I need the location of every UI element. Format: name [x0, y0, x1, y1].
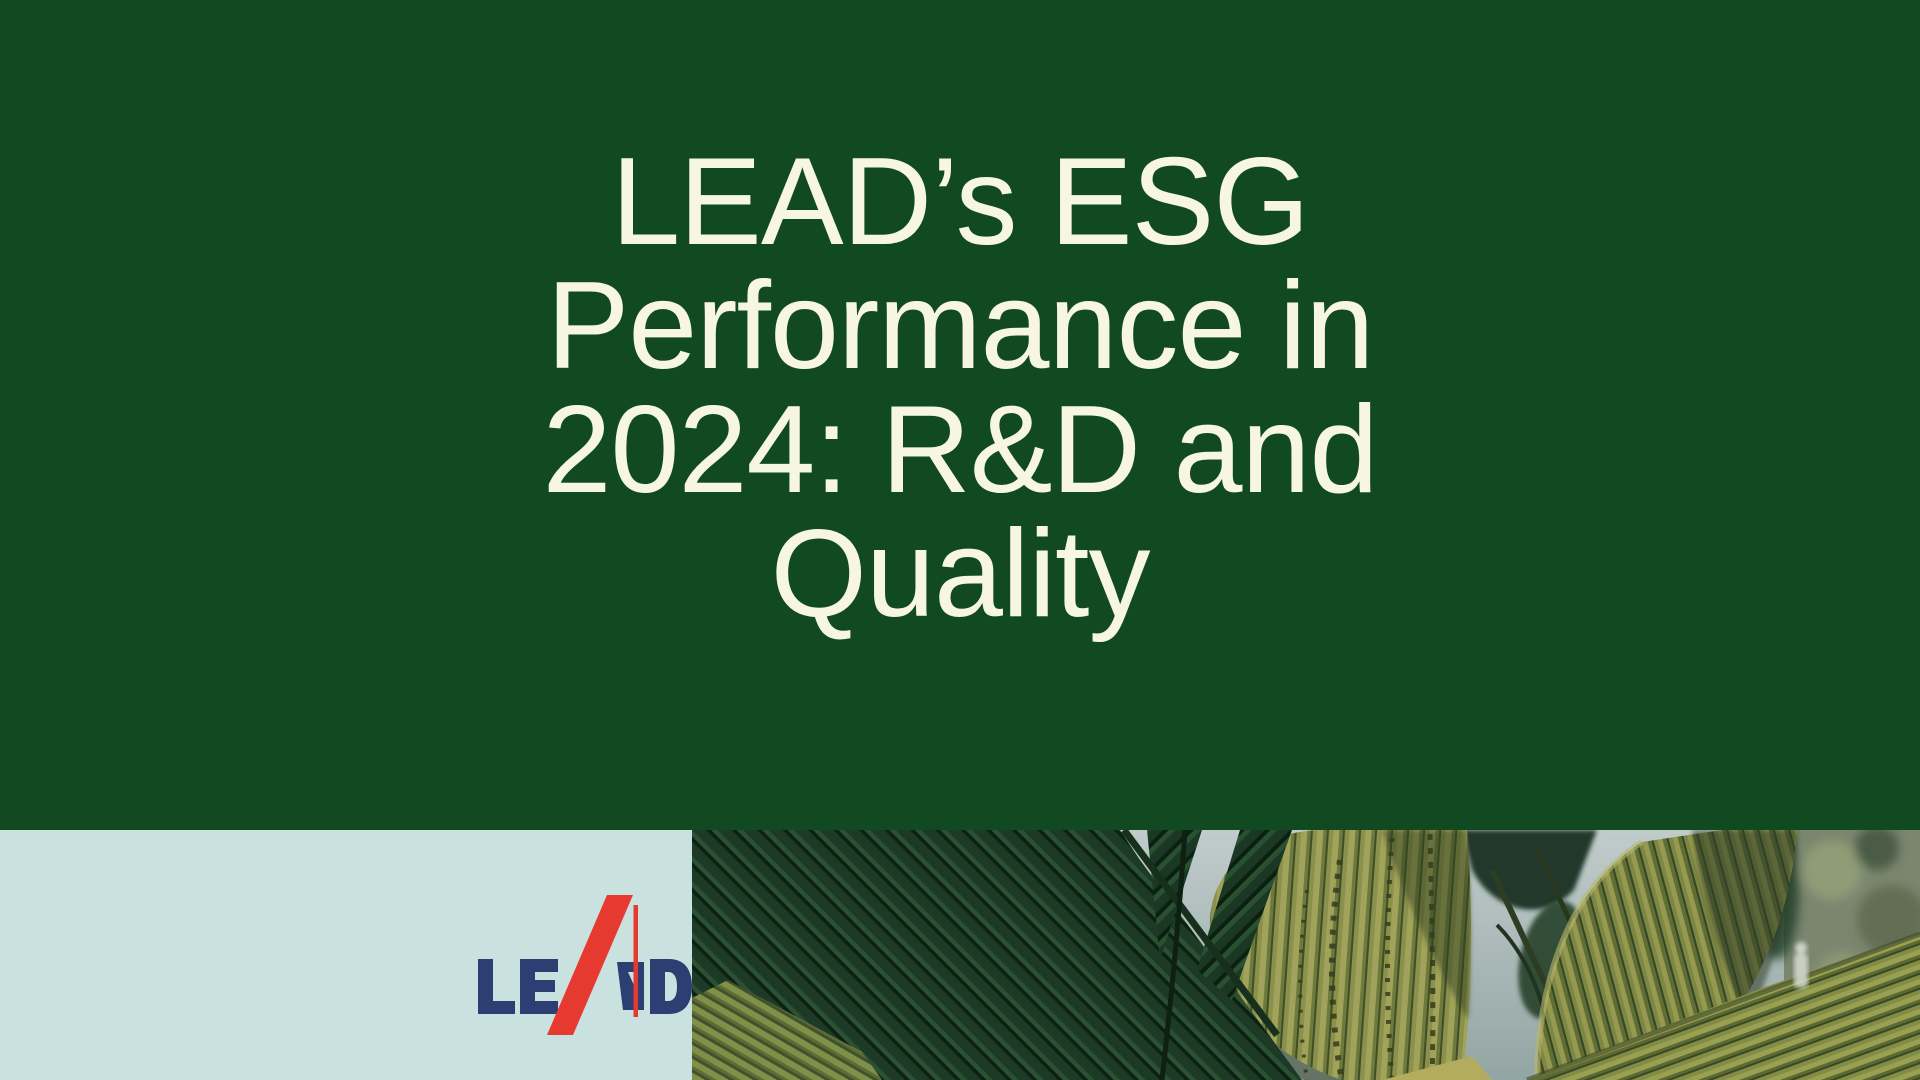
- logo-letter-l: [478, 959, 515, 1014]
- logo-letter-d: [650, 959, 692, 1014]
- photo-bottom-left-fan: [692, 980, 882, 1080]
- logo-red-line: [633, 905, 638, 1017]
- palm-leaves-illustration: [692, 830, 1920, 1080]
- photo-bottom-right-leaf: [1526, 931, 1920, 1080]
- photo-statue: [1794, 942, 1808, 988]
- lead-logo: [478, 895, 692, 1035]
- palm-leaves-photo: [692, 830, 1920, 1080]
- title-line-1: LEAD’s ESG: [611, 133, 1310, 271]
- title-line-2: Performance in: [546, 257, 1375, 395]
- logo-letter-e: [520, 959, 558, 1014]
- title-line-3: 2024: R&D and: [542, 381, 1379, 519]
- logo-letter-a: [617, 962, 644, 1010]
- photo-left-frond: [692, 830, 1302, 1080]
- brand-panel: LEAD: [0, 830, 692, 1080]
- title-line-4: Quality: [770, 505, 1151, 643]
- logo-text: LEAD: [0, 830, 1, 831]
- logo-red-slash: [547, 895, 633, 1035]
- page-title: LEAD’s ESG Performance in 2024: R&D and …: [0, 140, 1920, 636]
